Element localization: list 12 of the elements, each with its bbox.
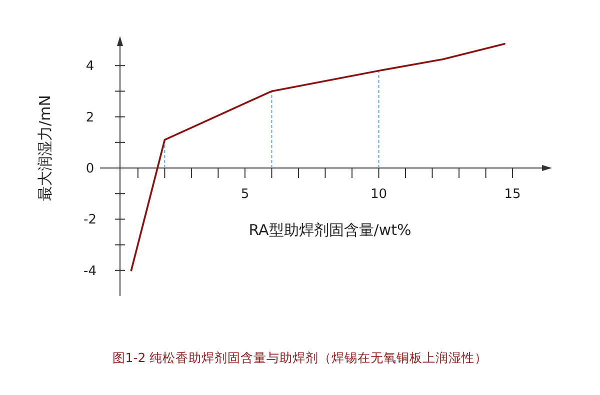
x-tick-label: 10 [370, 187, 388, 202]
x-axis-title: RA型助焊剂固含量/wt% [248, 221, 412, 239]
y-axis-title: 最大润湿力/mN [36, 95, 54, 201]
x-tick-label: 15 [504, 187, 521, 202]
text: 图1-2 纯松香助焊剂固含量与助焊剂（焊锡在无氧铜板上润湿性） [112, 350, 488, 365]
y-tick-label: -2 [84, 212, 96, 228]
y-tick-label: -4 [84, 264, 96, 279]
x-tick-label: 5 [240, 187, 250, 202]
y-tick-label: 4 [86, 59, 94, 74]
y-tick-label: 2 [86, 110, 94, 126]
y-tick-label: 0 [86, 162, 94, 176]
line-series [130, 42, 506, 272]
